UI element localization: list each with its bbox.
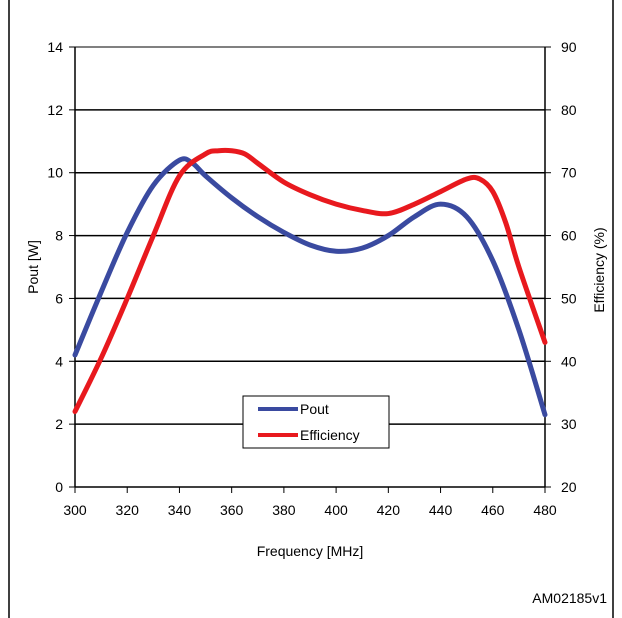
left-tick-label: 2 (55, 416, 63, 432)
right-tick-label: 70 (561, 165, 577, 181)
left-tick-label: 12 (47, 102, 63, 118)
left-tick-label: 4 (55, 353, 63, 369)
y-axis-left-label: Pout [W] (25, 240, 41, 294)
left-tick-label: 0 (55, 479, 63, 495)
left-tick-label: 8 (55, 228, 63, 244)
x-tick-label: 360 (220, 502, 244, 518)
series-line-pout (72, 156, 548, 418)
x-tick-label: 440 (429, 502, 453, 518)
figure-id: AM02185v1 (532, 590, 607, 606)
y-axis-right-label: Efficiency (%) (591, 227, 607, 312)
right-tick-label: 80 (561, 102, 577, 118)
right-axis-ticks: 20 30 40 50 60 70 80 90 (545, 39, 577, 495)
legend-box (242, 395, 390, 449)
series-layer (72, 147, 548, 418)
x-axis-ticks: 300 320 340 360 380 400 420 440 460 480 (63, 487, 557, 518)
left-axis-ticks: 0 2 4 6 8 10 12 14 (47, 39, 75, 495)
x-tick-label: 340 (168, 502, 192, 518)
right-tick-label: 90 (561, 39, 577, 55)
x-tick-label: 380 (272, 502, 296, 518)
x-tick-label: 320 (116, 502, 140, 518)
left-tick-label: 14 (47, 39, 63, 55)
right-tick-label: 30 (561, 416, 577, 432)
series-line-efficiency (72, 147, 548, 415)
legend-label-efficiency: Efficiency (300, 427, 360, 443)
right-tick-label: 50 (561, 290, 577, 306)
left-tick-label: 6 (55, 290, 63, 306)
x-tick-label: 400 (324, 502, 348, 518)
x-axis-label: Frequency [MHz] (257, 543, 364, 559)
x-tick-label: 480 (533, 502, 557, 518)
left-tick-label: 10 (47, 165, 63, 181)
right-tick-label: 20 (561, 479, 577, 495)
right-tick-label: 60 (561, 228, 577, 244)
x-tick-label: 460 (481, 502, 505, 518)
x-tick-label: 300 (63, 502, 87, 518)
legend: Pout Efficiency (242, 395, 390, 449)
legend-label-pout: Pout (300, 401, 329, 417)
right-tick-label: 40 (561, 353, 577, 369)
x-tick-label: 420 (377, 502, 401, 518)
